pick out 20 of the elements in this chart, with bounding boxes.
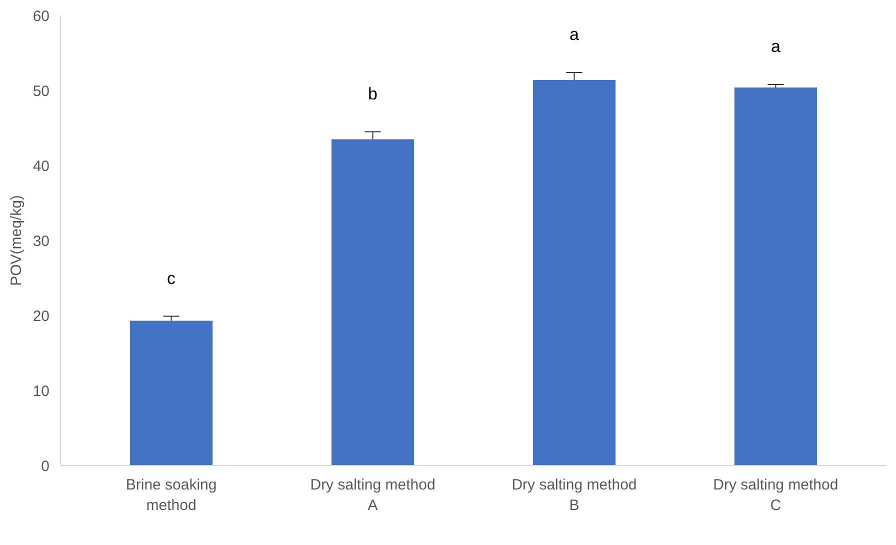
y-tick-label: 50: [32, 83, 50, 100]
y-tick-label: 10: [32, 383, 50, 400]
x-tick-label: Dry salting method C: [713, 476, 838, 514]
y-tick-label: 40: [32, 158, 50, 175]
annotation: c: [167, 268, 176, 288]
y-tick-label: 20: [32, 308, 50, 325]
bar: [532, 80, 616, 466]
x-tick-label: Brine soaking method: [126, 476, 217, 514]
y-tick-label: 30: [32, 233, 50, 250]
y-axis-title: POV(meq/kg): [8, 195, 25, 286]
y-tick-label: 0: [41, 458, 50, 475]
bar: [130, 320, 213, 466]
annotation: a: [770, 37, 781, 56]
bar: [331, 139, 414, 466]
annotation: b: [368, 84, 378, 104]
annotation: a: [570, 25, 580, 44]
y-tick-label: 60: [32, 8, 50, 25]
bar: [734, 88, 817, 466]
x-tick-label: Dry salting method A: [310, 476, 436, 514]
x-tick-label: Dry salting method B: [512, 476, 637, 514]
